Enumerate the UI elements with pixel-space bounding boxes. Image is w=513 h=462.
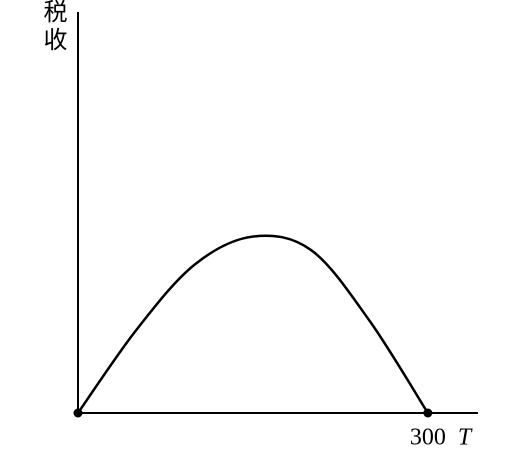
x-axis-label: T	[458, 425, 473, 451]
x-tick-label: 300	[410, 425, 446, 451]
curve	[76, 234, 429, 414]
y-axis-label: 税收	[39, 0, 67, 55]
end-point	[73, 408, 83, 418]
end-point	[423, 408, 433, 418]
